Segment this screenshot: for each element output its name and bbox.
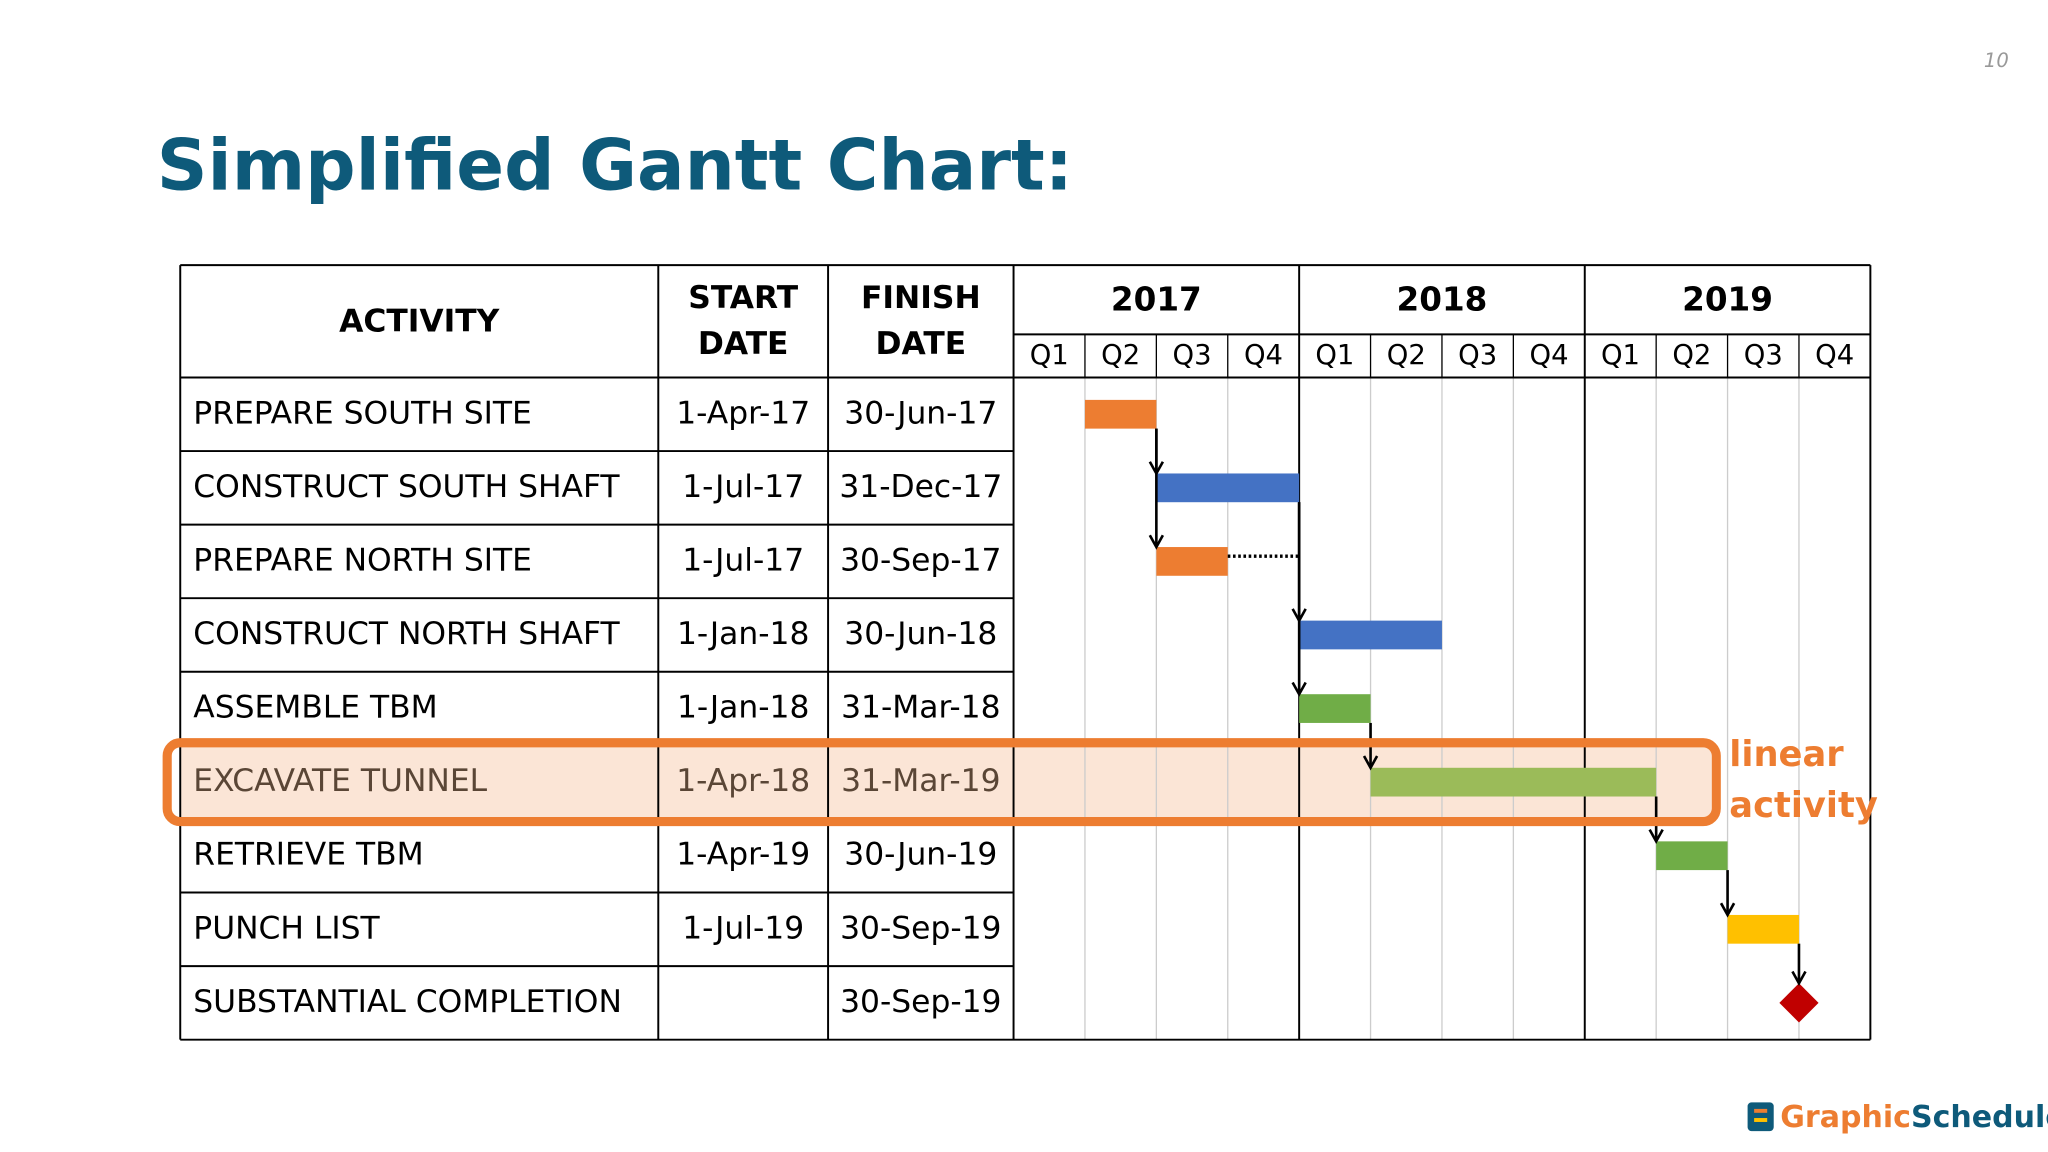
gantt-bar	[1727, 914, 1799, 944]
gantt-bar	[1656, 841, 1728, 871]
finish-date: 30-Sep-19	[840, 910, 1001, 946]
quarter-label: Q1	[1315, 340, 1354, 371]
activity: CONSTRUCT SOUTH SHAFT	[193, 469, 620, 505]
logo: GraphicSchedule	[1747, 1100, 2048, 1135]
start-date: 1-Apr-19	[676, 837, 810, 873]
start-date: 1-Apr-17	[676, 395, 810, 431]
finish-date: 31-Mar-18	[841, 690, 1000, 726]
start-date: 1-Apr-18	[676, 763, 810, 799]
milestone	[1779, 983, 1819, 1023]
arrow-head	[1291, 681, 1307, 697]
year-label: 2017	[1111, 281, 1202, 319]
arrow-head	[1362, 755, 1379, 771]
activity: ASSEMBLE TBM	[193, 690, 437, 726]
logo-part: Schedule	[1911, 1100, 2048, 1135]
activity: PREPARE NORTH SITE	[193, 542, 532, 578]
logo-icon	[1747, 1102, 1774, 1132]
quarter-label: Q1	[1030, 340, 1069, 371]
annotation: activity	[1729, 785, 1878, 826]
start-date: 1-Jul-17	[682, 542, 804, 578]
finish-date: 30-Sep-19	[840, 984, 1001, 1020]
activity: RETRIEVE TBM	[193, 837, 423, 873]
finish-date: 30-Sep-17	[840, 542, 1001, 578]
arrow-head	[1148, 534, 1165, 550]
gantt-bar	[1156, 473, 1300, 503]
logo-icon	[1754, 1108, 1768, 1113]
finish-date: 30-Jun-19	[844, 837, 997, 873]
start-date: 1-Jul-17	[682, 469, 804, 505]
gantt-bar	[1084, 399, 1157, 429]
logo-icon	[1754, 1118, 1768, 1122]
year-label: 2018	[1397, 281, 1488, 319]
gantt-bar	[1370, 767, 1657, 797]
activity: SUBSTANTIAL COMPLETION	[193, 984, 622, 1020]
quarter-label: Q2	[1101, 340, 1140, 371]
arrow-head	[1791, 970, 1807, 986]
quarter-label: Q2	[1672, 340, 1711, 371]
quarter-label: Q4	[1530, 340, 1569, 371]
finish-date: 30-Jun-18	[844, 616, 997, 652]
header: ACTIVITY	[339, 304, 500, 340]
logo-part: Graphic	[1780, 1100, 1911, 1135]
highlight-outline	[162, 738, 1721, 827]
start-date: 1-Jan-18	[677, 616, 809, 652]
activity: PUNCH LIST	[193, 910, 380, 946]
quarter-label: Q4	[1244, 340, 1283, 371]
start-date: 1-Jan-18	[677, 690, 809, 726]
header: FINISH	[861, 280, 981, 316]
finish-date: 30-Jun-17	[844, 395, 997, 431]
gantt-bar	[1299, 694, 1371, 723]
title: Simplified Gantt Chart:	[157, 124, 1073, 206]
start-date: 1-Jul-19	[682, 910, 804, 946]
gantt-bar	[1156, 547, 1228, 576]
logo-text: GraphicSchedule	[1780, 1100, 2048, 1135]
arrow-head	[1719, 902, 1736, 918]
gantt-table: 2017 Q1 Q2 Q3 Q4 2018 Q1 Q2 Q3 Q4 2019 Q1 Q2 Q3 Q4 ACTI…	[162, 264, 1872, 1041]
annotation: linear	[1729, 734, 1844, 775]
header: DATE	[876, 326, 967, 362]
header: DATE	[698, 326, 789, 362]
activity: PREPARE SOUTH SITE	[193, 395, 531, 431]
quarter-label: Q3	[1744, 340, 1783, 371]
arrow-head	[1648, 828, 1664, 845]
quarter-label: Q3	[1458, 340, 1497, 371]
gantt-bar	[1299, 620, 1442, 650]
activity: EXCAVATE TUNNEL	[193, 763, 487, 799]
quarter-label: Q4	[1815, 340, 1854, 371]
year-label: 2019	[1682, 281, 1773, 319]
quarter-label: Q2	[1387, 340, 1426, 371]
header: START	[688, 280, 798, 316]
quarter-label: Q3	[1173, 340, 1212, 371]
finish-date: 31-Dec-17	[839, 469, 1002, 505]
quarter-label: Q1	[1601, 340, 1640, 371]
page-number: 10	[1984, 49, 2009, 72]
activity: CONSTRUCT NORTH SHAFT	[193, 616, 620, 652]
finish-date: 31-Mar-19	[841, 763, 1000, 799]
